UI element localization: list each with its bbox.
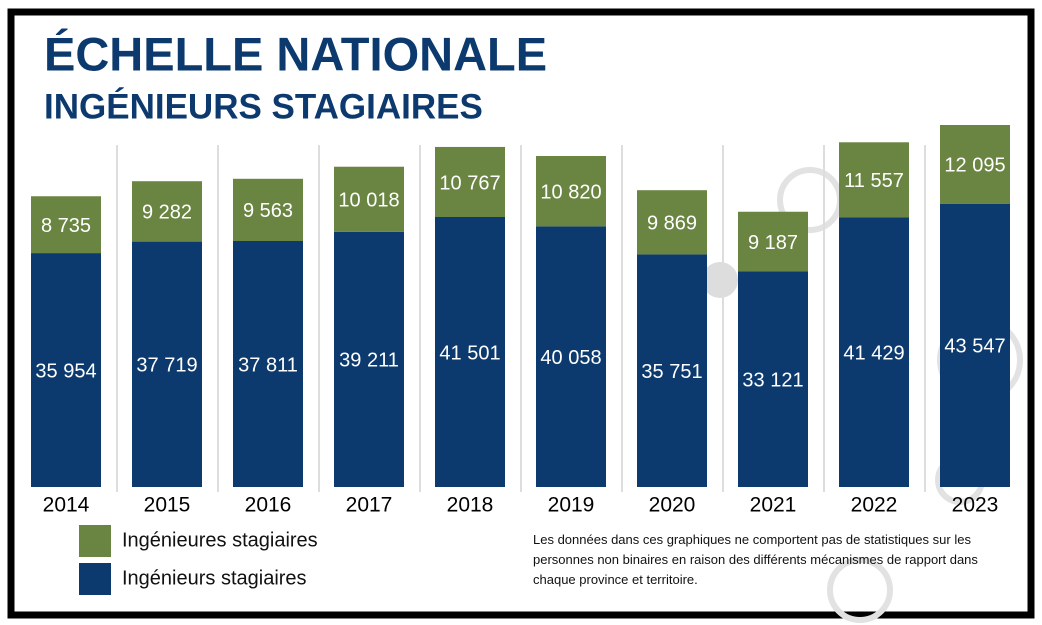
chart-title: ÉCHELLE NATIONALE <box>44 27 547 80</box>
bar-segment <box>940 125 1010 204</box>
value-label: 39 211 <box>339 350 399 372</box>
bar-segment <box>536 226 606 488</box>
value-label: 35 954 <box>35 360 96 382</box>
value-label: 33 121 <box>742 370 803 392</box>
value-label: 9 869 <box>647 213 697 235</box>
bar-segment <box>637 254 707 487</box>
value-label: 9 187 <box>748 232 798 254</box>
x-tick-label: 2015 <box>144 494 191 517</box>
legend-swatch <box>79 525 111 557</box>
bar-segment <box>31 196 101 254</box>
x-tick-label: 2023 <box>952 494 999 517</box>
note: Les données dans ces graphiques ne compo… <box>533 532 978 587</box>
bar-segment <box>738 211 808 272</box>
value-label: 40 058 <box>540 347 601 369</box>
bar-segment <box>435 216 505 487</box>
value-label: 12 095 <box>944 155 1005 177</box>
value-label: 41 501 <box>439 342 500 364</box>
x-tick-label: 2014 <box>43 494 90 517</box>
bar-segment <box>31 253 101 487</box>
legend-swatch <box>79 563 111 595</box>
value-label: 41 429 <box>843 343 904 365</box>
value-label: 37 719 <box>136 355 197 377</box>
bar-segment <box>334 166 404 232</box>
bar-segment <box>233 241 303 487</box>
value-label: 9 282 <box>142 202 192 224</box>
value-label: 35 751 <box>641 361 702 383</box>
x-tick-label: 2016 <box>245 494 292 517</box>
bar-segment <box>233 178 303 242</box>
bar-segment <box>132 241 202 487</box>
value-label: 10 018 <box>338 190 399 212</box>
legend-label: Ingénieures stagiaires <box>122 529 318 551</box>
legend-label: Ingénieurs stagiaires <box>122 567 307 589</box>
x-tick-label: 2019 <box>548 494 595 517</box>
x-tick-label: 2017 <box>346 494 393 517</box>
bar-segment <box>738 271 808 487</box>
x-tick-label: 2021 <box>750 494 797 517</box>
bar-segment <box>435 146 505 217</box>
value-label: 10 767 <box>439 172 500 194</box>
x-tick-label: 2018 <box>447 494 494 517</box>
value-label: 8 735 <box>41 215 91 237</box>
bar-segment <box>839 217 909 488</box>
bar-segment <box>536 155 606 227</box>
value-label: 43 547 <box>944 336 1005 358</box>
value-label: 9 563 <box>243 200 293 222</box>
bar-segment <box>132 181 202 242</box>
x-tick-label: 2020 <box>649 494 696 517</box>
bar-segment <box>334 231 404 487</box>
value-label: 11 557 <box>844 170 904 192</box>
x-tick-label: 2022 <box>851 494 898 517</box>
bar-segment <box>940 203 1010 487</box>
value-label: 10 820 <box>540 181 601 203</box>
bar-segment <box>637 190 707 255</box>
chart-subtitle: INGÉNIEURS STAGIAIRES <box>44 86 483 126</box>
bar-segment <box>839 142 909 218</box>
value-label: 37 811 <box>238 354 298 376</box>
